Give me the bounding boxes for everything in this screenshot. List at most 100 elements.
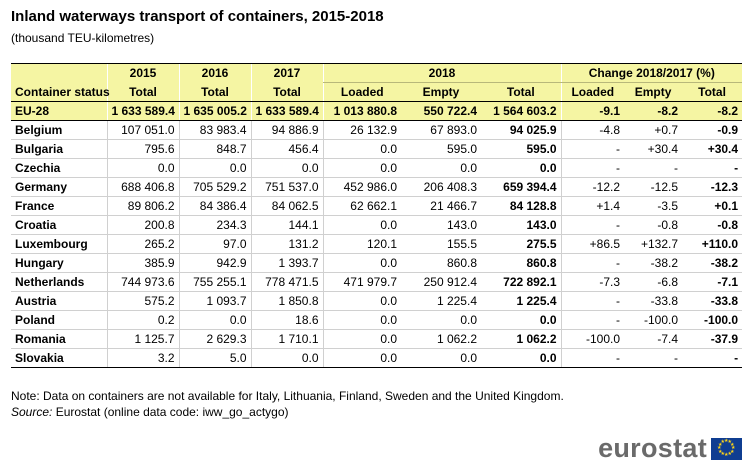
row-label: Romania bbox=[11, 329, 107, 349]
table-cell: +1.4 bbox=[560, 196, 625, 216]
logo-text: eurostat bbox=[598, 433, 707, 463]
table-cell: 131.2 bbox=[250, 234, 323, 254]
data-table: 2015 2016 2017 2018 Change 2018/2017 (%)… bbox=[11, 63, 743, 368]
table-cell: 107 051.0 bbox=[106, 120, 179, 140]
table-cell: -100.0 bbox=[560, 329, 625, 349]
table-cell: 0.0 bbox=[322, 253, 401, 273]
table-cell: 94 025.9 bbox=[481, 120, 562, 140]
header-subcol: Total bbox=[106, 82, 179, 102]
table-cell: -7.1 bbox=[682, 272, 743, 292]
table-cell: 575.2 bbox=[106, 291, 179, 311]
table-cell: 1 013 880.8 bbox=[322, 101, 401, 121]
flag-star-icon: ★ bbox=[717, 445, 722, 451]
row-label: Czechia bbox=[11, 158, 107, 178]
table-cell: 860.8 bbox=[401, 253, 481, 273]
table-cell: 0.0 bbox=[322, 139, 401, 159]
table-cell: 0.0 bbox=[401, 348, 481, 368]
table-cell: 1 393.7 bbox=[250, 253, 323, 273]
table-cell: +132.7 bbox=[624, 234, 683, 254]
table-cell: 1 633 589.4 bbox=[106, 101, 179, 121]
table-cell: -12.2 bbox=[560, 177, 625, 197]
table-cell: 755 255.1 bbox=[178, 272, 251, 292]
table-cell: -8.2 bbox=[624, 101, 683, 121]
table-cell: 84 386.4 bbox=[178, 196, 251, 216]
flag-star-icon: ★ bbox=[717, 448, 723, 455]
header-year-2015: 2015 bbox=[106, 63, 179, 83]
header-subcol: Total bbox=[250, 82, 323, 102]
header-subcol: Loaded bbox=[560, 82, 625, 102]
table-row: Croatia 200.8 234.3 144.1 0.0 143.0 143.0- -0.8… bbox=[11, 215, 743, 235]
table-cell: - bbox=[560, 215, 625, 235]
table-cell: - bbox=[624, 348, 683, 368]
flag-star-icon: ★ bbox=[724, 438, 729, 444]
table-cell: 62 662.1 bbox=[322, 196, 401, 216]
table-cell: 275.5 bbox=[481, 234, 562, 254]
table-cell: +86.5 bbox=[560, 234, 625, 254]
flag-star-icon: ★ bbox=[727, 451, 732, 458]
header-subcol: Empty bbox=[624, 82, 683, 102]
source-text: Eurostat (online data code: iww_go_actyg… bbox=[52, 405, 289, 419]
table-row: Hungary 385.9 942.9 1 393.7 0.0 860.8 860.8- -3… bbox=[11, 253, 743, 273]
header-year-2018: 2018 bbox=[322, 63, 562, 83]
header-change: Change 2018/2017 (%) bbox=[560, 63, 743, 83]
row-label: France bbox=[11, 196, 107, 216]
flag-star-icon: ★ bbox=[717, 441, 723, 448]
table-cell: 18.6 bbox=[250, 310, 323, 330]
row-label: Luxembourg bbox=[11, 234, 107, 254]
table-cell: +30.4 bbox=[682, 139, 743, 159]
eurostat-logo: eurostat ★ ★ ★ ★ ★ ★ ★ ★ ★ ★ ★ ★ bbox=[598, 433, 742, 464]
table-cell: -9.1 bbox=[560, 101, 625, 121]
table-cell: -3.5 bbox=[624, 196, 683, 216]
table-cell: 84 128.8 bbox=[481, 196, 562, 216]
table-cell: 120.1 bbox=[322, 234, 401, 254]
table-cell: 452 986.0 bbox=[322, 177, 401, 197]
table-cell: -4.8 bbox=[560, 120, 625, 140]
table-cell: 234.3 bbox=[178, 215, 251, 235]
eu-flag-icon: ★ ★ ★ ★ ★ ★ ★ ★ ★ ★ ★ ★ bbox=[711, 437, 742, 460]
table-subtitle: (thousand TEU-kilometres) bbox=[11, 31, 155, 45]
table-row: Austria 575.2 1 093.7 1 850.8 0.0 1 225.4 1 22… bbox=[11, 291, 743, 311]
table-cell: - bbox=[560, 158, 625, 178]
table-cell: 200.8 bbox=[106, 215, 179, 235]
table-cell: 0.0 bbox=[401, 158, 481, 178]
table-cell: 1 125.7 bbox=[106, 329, 179, 349]
table-cell: 795.6 bbox=[106, 139, 179, 159]
table-cell: 456.4 bbox=[250, 139, 323, 159]
table-row: Poland 0.2 0.0 18.6 0.0 0.0 0.0- -100.0 -100.0 bbox=[11, 310, 743, 330]
table-cell: 1 710.1 bbox=[250, 329, 323, 349]
table-row: Netherlands 744 973.6 755 255.1 778 471.5 47… bbox=[11, 272, 743, 292]
table-row: Slovakia 3.2 5.0 0.0 0.0 0.0 0.0- - - bbox=[11, 348, 743, 368]
source-line: Source: Eurostat (online data code: iww_… bbox=[11, 405, 289, 419]
table-cell: 155.5 bbox=[401, 234, 481, 254]
table-cell: 5.0 bbox=[178, 348, 251, 368]
header-subcol: Loaded bbox=[322, 82, 401, 102]
table-cell: -6.8 bbox=[624, 272, 683, 292]
table-cell: -33.8 bbox=[682, 291, 743, 311]
table-cell: 659 394.4 bbox=[481, 177, 562, 197]
header-year-2016: 2016 bbox=[178, 63, 251, 83]
source-label: Source: bbox=[11, 405, 53, 419]
row-label: Slovakia bbox=[11, 348, 107, 368]
table-cell: 751 537.0 bbox=[250, 177, 323, 197]
table-cell: 1 062.2 bbox=[401, 329, 481, 349]
row-label: Hungary bbox=[11, 253, 107, 273]
table-row: Bulgaria 795.6 848.7 456.4 0.0 595.0 595.0- +30… bbox=[11, 139, 743, 159]
table-cell: 0.0 bbox=[322, 348, 401, 368]
header-subcol: Total bbox=[178, 82, 251, 102]
table-cell: -7.3 bbox=[560, 272, 625, 292]
table-cell: 385.9 bbox=[106, 253, 179, 273]
table-cell: 97.0 bbox=[178, 234, 251, 254]
row-label: Austria bbox=[11, 291, 107, 311]
table-cell: -0.8 bbox=[624, 215, 683, 235]
table-cell: +110.0 bbox=[682, 234, 743, 254]
table-cell: 705 529.2 bbox=[178, 177, 251, 197]
table-cell: 550 722.4 bbox=[401, 101, 481, 121]
row-label: Germany bbox=[11, 177, 107, 197]
table-cell: 143.0 bbox=[401, 215, 481, 235]
footnote: Note: Data on containers are not availab… bbox=[11, 389, 564, 403]
table-cell: 0.0 bbox=[322, 310, 401, 330]
table-cell: 0.0 bbox=[481, 310, 562, 330]
row-label: Netherlands bbox=[11, 272, 107, 292]
table-cell: 21 466.7 bbox=[401, 196, 481, 216]
table-cell: -100.0 bbox=[682, 310, 743, 330]
